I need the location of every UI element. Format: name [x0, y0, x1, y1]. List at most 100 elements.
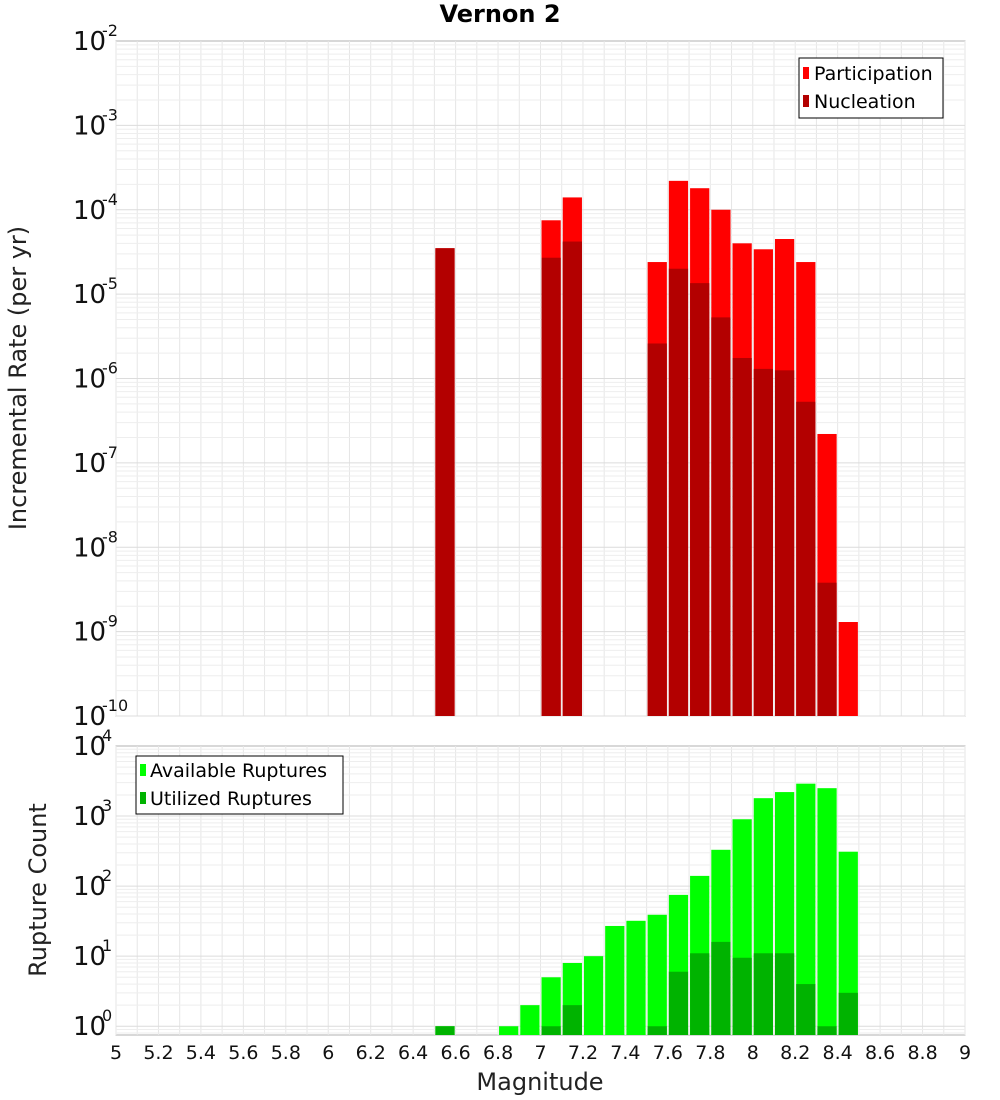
x-tick-label: 8.2: [780, 1042, 810, 1064]
count-bar-utilized-ruptures: [711, 941, 731, 1035]
count-bar-available-ruptures: [626, 920, 646, 1035]
rate-y-tick-label: 10: [73, 280, 106, 310]
rate-y-tick-label: 10: [73, 365, 106, 395]
rate-plot-grid: [115, 41, 966, 717]
count-bar-available-ruptures: [541, 977, 561, 1035]
count-bar-utilized-ruptures: [562, 1005, 582, 1035]
count-bar-utilized-ruptures: [838, 992, 858, 1035]
count-y-tick-exponent: 4: [102, 726, 112, 745]
x-axis-label: Magnitude: [476, 1068, 603, 1096]
count-y-tick-label: 10: [73, 1012, 106, 1042]
nucleation-legend-label: Nucleation: [814, 91, 916, 113]
rate-bar-nucleation: [732, 357, 752, 716]
x-tick-label: 5.4: [186, 1042, 216, 1064]
rate-legend: Participation Nucleation: [798, 57, 944, 119]
rate-y-tick-exponent: -4: [102, 190, 118, 209]
rate-bar-nucleation: [668, 268, 689, 716]
count-bar-utilized-ruptures: [647, 1026, 667, 1035]
x-tick-label: 8.6: [865, 1042, 895, 1064]
rate-y-tick-exponent: -8: [102, 527, 118, 546]
count-bar-utilized-ruptures: [732, 957, 752, 1035]
count-bar-utilized-ruptures: [817, 1026, 837, 1035]
rate-y-tick-label: 10: [73, 27, 106, 57]
count-bar-available-ruptures: [520, 1005, 540, 1035]
x-tick-label: 6.4: [398, 1042, 428, 1064]
rate-y-tick-exponent: -6: [102, 359, 118, 378]
count-legend: Available Ruptures Utilized Ruptures: [135, 755, 344, 815]
x-tick-label: 6: [322, 1042, 334, 1064]
count-bar-utilized-ruptures: [796, 984, 816, 1035]
count-y-tick-label: 10: [73, 732, 106, 762]
x-tick-label: 7.2: [568, 1042, 598, 1064]
count-bar-available-ruptures: [817, 788, 837, 1035]
x-tick-label: 6.6: [440, 1042, 470, 1064]
count-bar-available-ruptures: [583, 956, 604, 1035]
rate-y-tick-exponent: -7: [102, 443, 118, 462]
rate-y-tick-label: 10: [73, 449, 106, 479]
x-tick-label: 8.8: [907, 1042, 937, 1064]
rate-y-tick-exponent: -10: [102, 696, 128, 715]
rate-y-tick-label: 10: [73, 533, 106, 563]
rate-y-axis-label: Incremental Rate (per yr): [4, 226, 32, 530]
count-bar-available-ruptures: [796, 783, 816, 1035]
x-tick-label: 9: [959, 1042, 971, 1064]
count-bar-utilized-ruptures: [774, 953, 795, 1035]
count-bar-available-ruptures: [499, 1026, 519, 1035]
rate-bar-nucleation: [817, 582, 837, 716]
count-y-tick-label: 10: [73, 872, 106, 902]
available-legend-label: Available Ruptures: [150, 760, 327, 782]
rate-bar-nucleation: [647, 343, 667, 716]
rate-bar-nucleation: [562, 241, 582, 717]
rate-bar-nucleation: [774, 370, 795, 716]
rate-bar-participation: [838, 622, 858, 716]
x-tick-label: 6.2: [356, 1042, 386, 1064]
count-bar-utilized-ruptures: [541, 1026, 561, 1035]
rate-y-tick-exponent: -2: [102, 21, 118, 40]
x-tick-label: 8.4: [823, 1042, 853, 1064]
rate-legend-box: [798, 57, 944, 119]
utilized-legend-label: Utilized Ruptures: [150, 788, 312, 810]
count-y-tick-exponent: 2: [102, 866, 112, 885]
count-bar-utilized-ruptures: [690, 953, 710, 1035]
x-tick-label: 7.4: [610, 1042, 640, 1064]
count-bar-available-ruptures: [838, 851, 858, 1035]
count-y-tick-label: 10: [73, 942, 106, 972]
count-bar-utilized-ruptures: [753, 953, 773, 1035]
rate-bar-nucleation: [753, 368, 773, 716]
x-tick-label: 5.8: [271, 1042, 301, 1064]
rate-y-tick-exponent: -3: [102, 105, 118, 124]
x-tick-label: 7: [534, 1042, 546, 1064]
chart-title: Vernon 2: [439, 0, 560, 28]
count-y-tick-exponent: 0: [102, 1006, 112, 1025]
x-tick-label: 5.2: [143, 1042, 173, 1064]
rate-bar-nucleation: [796, 401, 816, 716]
count-y-tick-exponent: 3: [102, 796, 112, 815]
rate-plot-bars: [435, 180, 858, 717]
utilized-swatch: [140, 792, 146, 804]
rate-y-tick-exponent: -5: [102, 274, 118, 293]
x-tick-label: 7.8: [695, 1042, 725, 1064]
x-tick-label: 7.6: [653, 1042, 683, 1064]
x-tick-label: 5: [110, 1042, 122, 1064]
rate-y-tick-label: 10: [73, 196, 106, 226]
x-tick-label: 8: [747, 1042, 759, 1064]
participation-legend-label: Participation: [814, 63, 933, 85]
x-tick-label: 5.6: [228, 1042, 258, 1064]
rate-y-tick-exponent: -9: [102, 612, 118, 631]
count-plot-x-ticks: 5 5.2 5.4 5.6 5.8 6 6.2 6.4 6.6 6.8 7 7.2 7.4 7.6 7.8 8…: [110, 1042, 971, 1064]
count-y-tick-exponent: 1: [102, 936, 112, 955]
rate-bar-nucleation: [711, 317, 731, 716]
count-plot-bars: [435, 783, 858, 1035]
rate-bar-nucleation: [690, 283, 710, 716]
count-legend-box: [135, 755, 344, 815]
rate-y-tick-label: 10: [73, 111, 106, 141]
count-y-tick-label: 10: [73, 802, 106, 832]
count-bar-utilized-ruptures: [668, 971, 689, 1035]
count-bar-available-ruptures: [647, 914, 667, 1035]
count-bar-utilized-ruptures: [435, 1026, 455, 1035]
count-bar-available-ruptures: [605, 925, 625, 1035]
